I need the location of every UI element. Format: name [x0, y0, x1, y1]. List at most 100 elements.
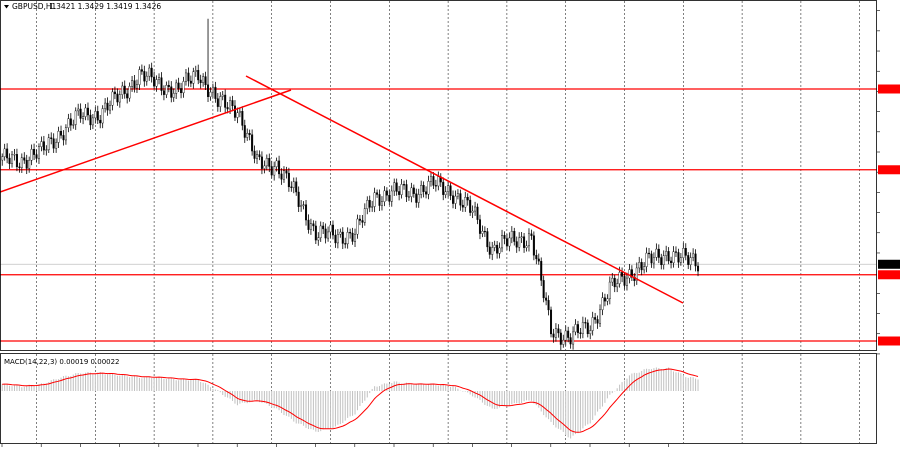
candle-body — [258, 154, 261, 158]
candle-body — [545, 297, 548, 301]
candle-body — [552, 333, 555, 338]
candle-body — [589, 330, 592, 335]
candle-body — [564, 330, 567, 341]
candle-body — [569, 337, 572, 345]
candle-body — [133, 80, 136, 89]
candle-body — [194, 70, 197, 72]
candle-body — [518, 237, 521, 248]
candle-body — [677, 252, 680, 263]
candle-body — [211, 86, 214, 93]
candle-body — [263, 165, 266, 169]
candle-body — [474, 206, 477, 212]
candle-body — [476, 206, 479, 220]
candle-body — [69, 118, 72, 126]
candle-body — [74, 110, 77, 125]
candle-body — [221, 94, 224, 97]
candle-body — [1, 156, 4, 161]
time-axis[interactable] — [1, 444, 669, 447]
candle-body — [344, 243, 347, 245]
candle-body — [238, 111, 241, 113]
candle-body — [324, 228, 327, 239]
candle-body — [498, 247, 501, 254]
candle-body — [432, 176, 435, 186]
candle-body — [684, 248, 687, 256]
candle-body — [180, 88, 183, 94]
candle-body — [172, 93, 175, 98]
candle-body — [322, 225, 325, 230]
candle-body — [67, 118, 70, 128]
candle-body — [523, 236, 526, 248]
candle-body — [567, 330, 570, 338]
candle-body — [214, 86, 217, 99]
candle-body — [527, 233, 530, 247]
candle-body — [621, 272, 624, 277]
candle-body — [160, 77, 163, 91]
candle-body — [508, 237, 511, 247]
candle-body — [434, 185, 437, 187]
candle-body — [635, 267, 638, 281]
candle-body — [354, 233, 357, 242]
candle-body — [155, 79, 158, 87]
candle-body — [665, 251, 668, 256]
candle-body — [278, 160, 281, 175]
candle-body — [638, 262, 641, 269]
candle-body — [106, 102, 109, 111]
candle-body — [645, 252, 648, 267]
candle-body — [285, 170, 288, 174]
candle-body — [672, 251, 675, 264]
candle-body — [6, 148, 9, 159]
symbol-label: GBPUSD,H1 — [12, 2, 57, 11]
support-resistance-levels[interactable] — [0, 88, 877, 342]
candle-body — [150, 67, 153, 78]
candle-body — [535, 255, 538, 260]
candle-body — [584, 322, 587, 324]
candle-body — [603, 297, 606, 302]
triangle-down-icon[interactable] — [4, 5, 9, 9]
candle-body — [679, 257, 682, 263]
candle-body — [153, 76, 156, 87]
candle-body — [625, 277, 628, 286]
candle-body — [167, 84, 170, 87]
candle-body — [557, 328, 560, 334]
candle-body — [501, 235, 504, 249]
candle-body — [554, 328, 557, 338]
candle-body — [380, 201, 383, 206]
candle-body — [86, 107, 89, 116]
candle-body — [292, 181, 295, 188]
price-tags — [878, 84, 900, 346]
candle-body — [302, 204, 305, 206]
candle-body — [486, 231, 489, 248]
candle-body — [393, 182, 396, 192]
candle-body — [532, 235, 535, 256]
candle-body — [510, 230, 513, 239]
candle-body — [319, 225, 322, 238]
candle-body — [579, 332, 582, 334]
candle-body — [385, 190, 388, 196]
candle-body — [158, 77, 161, 80]
candle-body — [248, 133, 251, 135]
candle-body — [341, 231, 344, 244]
candle-body — [628, 269, 631, 279]
candle-body — [400, 184, 403, 195]
trend-lines[interactable] — [0, 75, 684, 304]
macd-signal-line — [2, 368, 699, 433]
candle-body — [674, 251, 677, 253]
candle-body — [300, 205, 303, 207]
candle-body — [363, 208, 366, 223]
candle-body — [94, 111, 97, 119]
candle-body — [192, 71, 195, 84]
candle-body — [562, 339, 565, 345]
candle-body — [469, 199, 472, 213]
candle-body — [126, 93, 129, 99]
price-axis[interactable] — [877, 10, 880, 355]
candle-body — [113, 91, 116, 95]
candle-body — [184, 72, 187, 82]
candle-body — [513, 230, 516, 242]
candle-body — [530, 233, 533, 236]
candle-body — [403, 184, 406, 186]
candle-body — [241, 111, 244, 126]
candle-body — [682, 248, 685, 258]
candle-body — [77, 108, 80, 112]
candle-body — [459, 193, 462, 206]
